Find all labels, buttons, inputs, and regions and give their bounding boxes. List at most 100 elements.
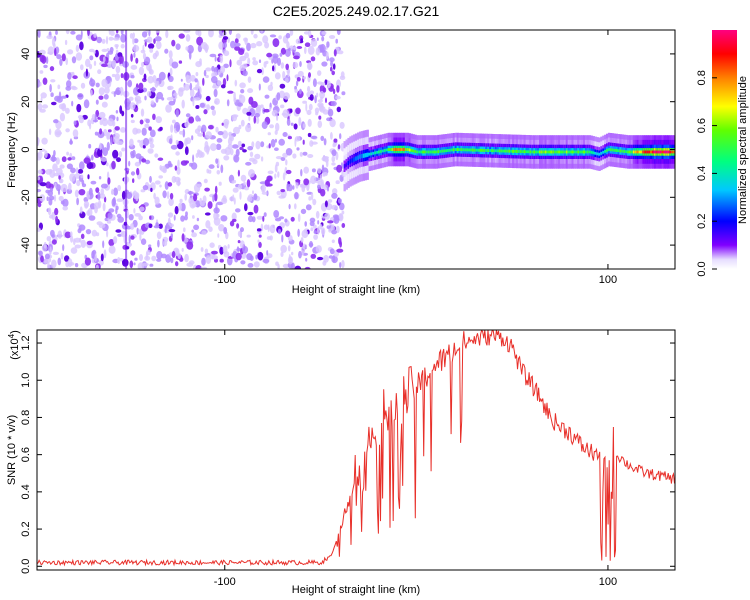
heatmap-noise-cell bbox=[144, 95, 147, 101]
heatmap-noise-cell bbox=[175, 261, 179, 267]
heatmap-noise-cell bbox=[280, 47, 286, 55]
heatmap-noise-cell bbox=[327, 220, 334, 224]
heatmap-noise-cell bbox=[121, 190, 126, 200]
heatmap-noise-cell bbox=[321, 61, 328, 67]
heatmap-track-cell bbox=[498, 149, 502, 153]
heatmap-noise-cell bbox=[172, 119, 176, 124]
heatmap-noise-cell bbox=[197, 88, 200, 97]
heatmap-noise-cell bbox=[282, 70, 286, 80]
snr-x-label: Height of straight line (km) bbox=[292, 584, 420, 596]
heatmap-noise-cell bbox=[296, 46, 303, 49]
heatmap-noise-cell bbox=[167, 182, 173, 187]
heatmap-noise-cell bbox=[280, 104, 285, 109]
heatmap-noise-cell bbox=[232, 187, 239, 193]
heatmap-noise-cell bbox=[128, 96, 134, 102]
spectrogram-y-label: Frequency (Hz) bbox=[6, 112, 18, 188]
heatmap-noise-cell bbox=[199, 58, 202, 65]
heatmap-noise-cell bbox=[175, 43, 181, 50]
heatmap-track-cell bbox=[460, 148, 463, 152]
heatmap-track-cell bbox=[357, 155, 360, 160]
heatmap-noise-cell bbox=[83, 157, 91, 164]
heatmap-noise-cell bbox=[37, 176, 41, 181]
heatmap-noise-cell bbox=[339, 121, 345, 129]
heatmap-noise-cell bbox=[141, 31, 148, 38]
heatmap-noise-cell bbox=[257, 251, 264, 261]
heatmap-noise-cell bbox=[292, 46, 297, 50]
heatmap-noise-cell bbox=[159, 126, 163, 131]
heatmap-noise-cell bbox=[120, 33, 127, 43]
heatmap-noise-cell bbox=[156, 251, 163, 260]
heatmap-noise-cell bbox=[60, 252, 64, 260]
heatmap-noise-cell bbox=[156, 231, 162, 240]
heatmap-noise-cell bbox=[217, 131, 224, 136]
heatmap-noise-cell bbox=[253, 193, 258, 201]
heatmap-noise-cell bbox=[57, 257, 62, 266]
heatmap-noise-cell bbox=[75, 34, 83, 41]
heatmap-noise-cell bbox=[42, 77, 48, 85]
heatmap-noise-cell bbox=[134, 257, 138, 261]
heatmap-noise-cell bbox=[290, 122, 294, 126]
heatmap-noise-cell bbox=[330, 60, 334, 67]
heatmap-noise-cell bbox=[247, 88, 254, 94]
heatmap-noise-cell bbox=[58, 178, 64, 184]
heatmap-noise-cell bbox=[289, 108, 293, 113]
heatmap-track-cell bbox=[504, 149, 507, 153]
heatmap-noise-cell bbox=[171, 250, 176, 259]
heatmap-noise-cell bbox=[333, 138, 338, 143]
snr-x-ticks: -100 100 bbox=[214, 330, 617, 588]
heatmap-noise-cell bbox=[106, 229, 109, 238]
heatmap-noise-cell bbox=[47, 207, 52, 216]
heatmap-track-cell bbox=[410, 149, 413, 152]
heatmap-noise-cell bbox=[101, 118, 109, 127]
heatmap-noise-cell bbox=[310, 56, 316, 62]
heatmap-noise-cell bbox=[71, 100, 74, 107]
heatmap-track-cell bbox=[487, 149, 490, 152]
heatmap-noise-cell bbox=[274, 72, 281, 80]
heatmap-noise-cell bbox=[237, 184, 243, 190]
heatmap-noise-cell bbox=[108, 30, 111, 35]
heatmap-track-cell bbox=[613, 148, 617, 152]
heatmap-noise-cell bbox=[293, 55, 300, 60]
heatmap-noise-cell bbox=[247, 76, 252, 83]
heatmap-noise-cell bbox=[223, 42, 227, 49]
heatmap-noise-cell bbox=[208, 30, 214, 38]
heatmap-noise-cell bbox=[179, 130, 184, 135]
heatmap-noise-cell bbox=[178, 202, 183, 211]
heatmap-noise-cell bbox=[155, 30, 160, 33]
heatmap-noise-cell bbox=[229, 148, 234, 156]
heatmap-track-cell bbox=[368, 152, 371, 156]
heatmap-track-cell bbox=[364, 153, 367, 158]
heatmap-noise-cell bbox=[229, 59, 232, 68]
heatmap-noise-cell bbox=[263, 212, 267, 217]
heatmap-track-cell bbox=[569, 150, 572, 154]
heatmap-noise-cell bbox=[234, 46, 241, 51]
heatmap-noise-cell bbox=[321, 164, 325, 172]
heatmap-noise-cell bbox=[46, 236, 52, 242]
heatmap-noise-cell bbox=[263, 61, 267, 68]
heatmap-noise-cell bbox=[128, 214, 134, 221]
colorbar-ticks: 0.0 0.2 0.4 0.6 0.8 bbox=[696, 70, 717, 277]
heatmap-noise-cell bbox=[203, 109, 208, 115]
heatmap-noise-cell bbox=[323, 255, 329, 263]
heatmap-noise-cell bbox=[329, 57, 335, 63]
heatmap-noise-cell bbox=[309, 221, 315, 227]
heatmap-noise-cell bbox=[112, 149, 119, 159]
heatmap-noise-cell bbox=[45, 181, 52, 189]
heatmap-noise-cell bbox=[212, 194, 215, 203]
heatmap-track-cell bbox=[481, 148, 484, 152]
heatmap-noise-cell bbox=[237, 240, 241, 244]
heatmap-track-cell bbox=[611, 148, 615, 152]
heatmap-noise-cell bbox=[267, 84, 274, 92]
heatmap-noise-cell bbox=[335, 225, 340, 234]
heatmap-track-cell bbox=[347, 160, 350, 166]
heatmap-noise-cell bbox=[184, 146, 189, 156]
heatmap-noise-cell bbox=[129, 102, 136, 110]
heatmap-noise-cell bbox=[302, 100, 307, 104]
heatmap-track-cell bbox=[657, 150, 661, 154]
heatmap-noise-cell bbox=[80, 82, 86, 89]
heatmap-noise-cell bbox=[39, 108, 46, 113]
heatmap-track-cell bbox=[600, 151, 603, 155]
heatmap-noise-cell bbox=[154, 180, 161, 185]
figure-title: C2E5.2025.249.02.17.G21 bbox=[273, 3, 440, 19]
heatmap-noise-cell bbox=[169, 192, 174, 200]
